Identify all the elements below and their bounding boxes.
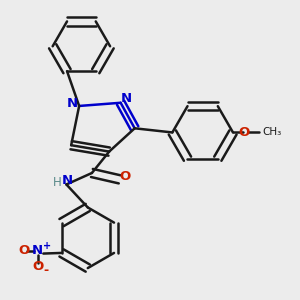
Text: N: N — [32, 244, 43, 257]
Text: H: H — [53, 176, 62, 189]
Text: O: O — [238, 126, 250, 139]
Text: O: O — [19, 244, 30, 257]
Text: N: N — [67, 97, 78, 110]
Text: -: - — [43, 264, 48, 277]
Text: O: O — [120, 170, 131, 183]
Text: +: + — [43, 241, 51, 250]
Text: O: O — [32, 260, 43, 273]
Text: CH₃: CH₃ — [263, 127, 282, 137]
Text: N: N — [121, 92, 132, 105]
Text: N: N — [61, 174, 73, 187]
